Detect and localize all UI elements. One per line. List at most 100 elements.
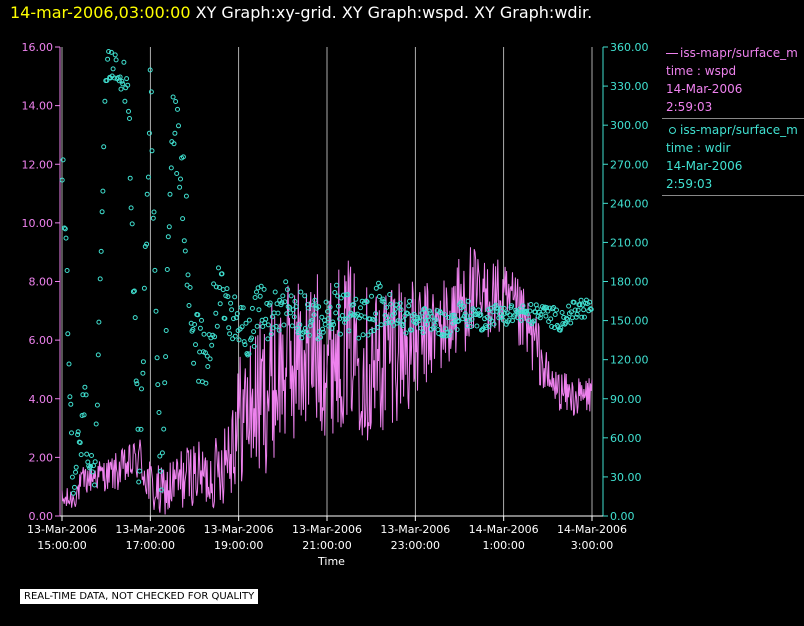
series-wdir-point <box>80 392 86 398</box>
series-wdir-point <box>360 332 366 338</box>
x-tick-label-time: 23:00:00 <box>391 539 440 552</box>
y-right-tick-label: 0.00 <box>610 510 635 523</box>
series-wdir-point <box>364 299 370 305</box>
series-wdir-point <box>425 317 431 323</box>
series-wdir-point <box>394 320 400 326</box>
series-wdir-point <box>540 308 546 314</box>
series-wdir-point <box>552 312 558 317</box>
series-wdir-point <box>166 224 172 230</box>
series-wdir-point <box>334 282 339 288</box>
series-wdir-point <box>368 328 374 334</box>
xy-graph[interactable]: 0.00 2.00 4.00 6.00 8.00 10.00 12.00 14.00 16.00… <box>0 0 804 585</box>
series-wdir-point <box>302 293 308 299</box>
series-wdir-point <box>72 484 77 490</box>
series-wdir-point <box>204 353 210 359</box>
series-wdir-point <box>186 303 192 308</box>
y-right-tick-label: 300.00 <box>610 119 649 132</box>
series-wdir-point <box>382 312 388 318</box>
series-wdir-point <box>392 306 398 312</box>
series-wdir-point <box>257 293 263 299</box>
series-wdir-point <box>81 412 87 418</box>
series-wdir-point <box>495 306 501 312</box>
series-wdir-point <box>256 307 262 313</box>
x-tick-label-time: 19:00:00 <box>214 539 263 552</box>
series-wdir-point <box>236 337 242 343</box>
series-wdir-point <box>283 279 289 285</box>
series-wdir-point <box>245 352 251 358</box>
series-wdir-point <box>153 308 159 314</box>
series-wdir-point <box>444 333 450 339</box>
series-wdir-point <box>587 299 593 305</box>
series-wdir-point <box>201 331 207 337</box>
series-wdir-point <box>156 410 162 415</box>
series-wdir-point <box>176 123 181 129</box>
series-wdir-point <box>279 300 285 306</box>
series-wdir-point <box>129 221 135 227</box>
series-wdir-point <box>276 327 282 333</box>
x-tick-label-time: 21:00:00 <box>302 539 351 552</box>
series-wdir-point <box>229 307 235 313</box>
series-wdir-point <box>217 301 223 307</box>
series-wdir-point <box>94 402 100 408</box>
series-wdir-point <box>145 174 151 180</box>
series-wdir-point <box>568 309 574 315</box>
series-wdir-point <box>491 321 497 327</box>
series-wdir-point <box>406 303 412 309</box>
series-wdir-point <box>296 328 302 334</box>
series-wdir-point <box>558 325 564 331</box>
series-wdir-point <box>362 314 368 320</box>
series-wdir-point <box>232 294 238 300</box>
series-wdir-point <box>178 176 183 182</box>
series-wdir-point <box>128 205 134 211</box>
title-date-time: 14-mar-2006,03:00:00 <box>10 3 191 22</box>
series-wdir-point <box>216 265 221 271</box>
series-wdir-point <box>401 318 407 324</box>
series-wdir-point <box>574 311 580 317</box>
series-wdir-point <box>551 305 557 310</box>
series-wdir-point <box>199 317 204 323</box>
x-tick-label-time: 15:00:00 <box>37 539 86 552</box>
series-wdir-point <box>346 328 352 334</box>
line-marker-icon <box>666 53 678 54</box>
series-wdir-point <box>150 215 156 221</box>
legend-entry-wspd-time: 2:59:03 <box>666 100 713 114</box>
series-wdir-point <box>113 57 119 63</box>
series-wdir-point <box>93 421 99 427</box>
series-wdir-point <box>77 440 83 446</box>
series-wdir-point <box>332 290 338 295</box>
series-wdir-point <box>148 89 154 95</box>
series-wdir-point <box>517 309 522 315</box>
legend-entry-wspd[interactable]: iss-mapr/surface_m time : wspd 14-Mar-20… <box>662 44 804 116</box>
series-wdir-point <box>287 304 293 310</box>
series-wdir-point <box>106 49 112 54</box>
series-wdir-point <box>305 305 311 311</box>
series-wdir-point <box>135 426 141 432</box>
series-wdir-point <box>127 175 133 181</box>
series-wdir-point <box>310 302 316 308</box>
series-wdir-point <box>309 317 315 323</box>
y-right-tick-label: 180.00 <box>610 276 649 289</box>
legend-entry-wdir-var: time : wdir <box>666 141 731 155</box>
legend-entry-wdir-date: 14-Mar-2006 <box>666 159 743 173</box>
series-wdir-point <box>387 292 393 297</box>
series-wdir-point <box>340 292 346 298</box>
series-wdir-point <box>222 316 228 321</box>
series-wdir-point <box>228 300 234 306</box>
series-wdir-point <box>572 307 578 313</box>
series-wdir-point <box>181 238 187 244</box>
legend-entry-wdir[interactable]: iss-mapr/surface_m time : wdir 14-Mar-20… <box>662 121 804 193</box>
series-wdir-point <box>243 320 249 326</box>
series-wdir-point <box>413 320 419 326</box>
series-wdir-point <box>339 313 345 318</box>
series-wdir-point <box>405 311 411 317</box>
series-wdir-point <box>407 298 412 304</box>
series-wdir-point <box>376 294 382 299</box>
series-wdir-point <box>175 106 180 112</box>
series-wdir-point <box>500 317 506 323</box>
series-wdir-point <box>117 74 123 80</box>
y-left-tick-label: 2.00 <box>29 451 54 464</box>
series-wdir-point <box>432 322 438 328</box>
series-wdir-point <box>254 289 259 295</box>
series-wdir-point <box>69 474 75 480</box>
series-wdir-point <box>170 94 176 100</box>
